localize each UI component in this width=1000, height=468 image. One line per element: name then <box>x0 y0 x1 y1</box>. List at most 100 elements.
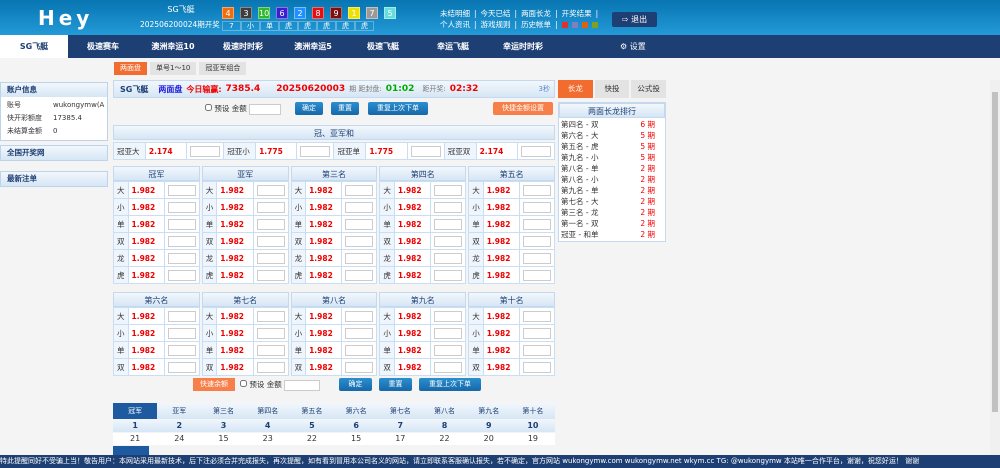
header-link[interactable]: 今天已结 <box>480 9 511 18</box>
bet-row[interactable]: 小 1.982 <box>201 198 289 216</box>
bet-row[interactable]: 小 1.982 <box>201 324 289 342</box>
bet-input[interactable] <box>522 310 551 322</box>
bet-row[interactable]: 大 1.982 <box>290 181 378 199</box>
long-tab[interactable]: 长龙 <box>558 80 593 98</box>
bet-input[interactable] <box>522 327 551 339</box>
bet-input[interactable] <box>167 235 196 247</box>
latest-bets-link[interactable]: 最新注单 <box>1 172 107 186</box>
nav-tab[interactable]: 极速飞艇 <box>367 42 399 51</box>
bet-row[interactable]: 大 1.982 <box>379 307 467 325</box>
bet-input[interactable] <box>167 218 196 230</box>
bet-input[interactable] <box>522 201 551 213</box>
reset-button-bottom[interactable]: 重置 <box>379 378 412 391</box>
header-link[interactable]: 开奖结果 <box>561 9 592 18</box>
confirm-button[interactable]: 确定 <box>295 102 323 115</box>
bet-row[interactable]: 单 1.982 <box>113 341 200 359</box>
nav-tab[interactable]: SG飞艇 <box>0 35 68 58</box>
stats-tab[interactable]: 第十名 <box>522 407 544 415</box>
header-link[interactable]: 两面长龙 <box>521 9 552 18</box>
bet-input[interactable] <box>345 184 374 196</box>
bet-input[interactable] <box>434 201 463 213</box>
nav-tab[interactable]: 极速赛车 <box>87 42 119 51</box>
bet-row[interactable]: 小 1.982 <box>379 324 467 342</box>
bet-input[interactable] <box>410 145 441 157</box>
bet-row[interactable]: 大 1.982 <box>468 181 555 199</box>
scrollbar[interactable] <box>990 80 1000 468</box>
bet-row[interactable]: 虎 1.982 <box>290 266 378 284</box>
bet-row[interactable]: 双 1.982 <box>201 358 289 376</box>
sub-tab[interactable]: 单号1～10 <box>150 62 197 75</box>
sub-tab[interactable]: 两面盘 <box>114 62 147 75</box>
bet-row[interactable]: 双 1.982 <box>468 232 555 250</box>
bet-input[interactable] <box>256 235 285 247</box>
bet-row[interactable]: 大 1.982 <box>379 181 467 199</box>
bet-input[interactable] <box>434 344 463 356</box>
amount-input-bottom[interactable] <box>284 379 321 391</box>
confirm-button-bottom[interactable]: 确定 <box>339 378 372 391</box>
bet-input[interactable] <box>256 252 285 264</box>
bet-row[interactable]: 双 1.982 <box>113 358 200 376</box>
stats-tab[interactable]: 亚军 <box>172 407 187 415</box>
bet-row[interactable]: 大 1.982 <box>290 307 378 325</box>
bet-row[interactable]: 龙 1.982 <box>113 249 200 267</box>
bet-row[interactable]: 大 1.982 <box>201 307 289 325</box>
bet-input[interactable] <box>434 327 463 339</box>
bet-input[interactable] <box>522 252 551 264</box>
bet-row[interactable]: 单 1.982 <box>201 341 289 359</box>
bet-row[interactable]: 单 1.982 <box>290 341 378 359</box>
bet-row[interactable]: 虎 1.982 <box>468 266 555 284</box>
bet-input[interactable] <box>434 361 463 373</box>
bet-row[interactable]: 双 1.982 <box>379 358 467 376</box>
logout-button[interactable]: ⇨ 退出 <box>612 12 657 27</box>
bet-input[interactable] <box>345 344 374 356</box>
bet-input[interactable] <box>167 344 196 356</box>
bet-row[interactable]: 小 1.982 <box>468 324 555 342</box>
bet-row[interactable]: 单 1.982 <box>468 215 555 233</box>
long-tab[interactable]: 快投 <box>594 80 630 98</box>
lottery-net-link[interactable]: 全国开奖网 <box>1 146 107 160</box>
stats-tab[interactable]: 第九名 <box>478 407 500 415</box>
bet-input[interactable] <box>434 310 463 322</box>
header-link[interactable]: 游戏规则 <box>480 20 511 29</box>
bet-row[interactable]: 虎 1.982 <box>201 266 289 284</box>
bet-row[interactable]: 小 1.982 <box>468 198 555 216</box>
bet-row[interactable]: 龙 1.982 <box>379 249 467 267</box>
bet-input[interactable] <box>167 310 196 322</box>
bet-row[interactable]: 双 1.982 <box>379 232 467 250</box>
bet-input[interactable] <box>167 201 196 213</box>
bet-input[interactable] <box>345 235 374 247</box>
bet-input[interactable] <box>345 269 374 281</box>
preset-checkbox[interactable] <box>205 104 212 111</box>
bet-row[interactable]: 大 1.982 <box>468 307 555 325</box>
bet-input[interactable] <box>522 218 551 230</box>
skin-swatch[interactable] <box>571 22 578 28</box>
stats-tab[interactable]: 冠军 <box>113 403 158 419</box>
bet-row[interactable]: 大 1.982 <box>113 181 200 199</box>
bet-row[interactable]: 小 1.982 <box>290 198 378 216</box>
bet-row[interactable]: 双 1.982 <box>201 232 289 250</box>
bet-input[interactable] <box>300 145 331 157</box>
bet-row[interactable]: 小 1.982 <box>113 198 200 216</box>
bet-input[interactable] <box>522 344 551 356</box>
bet-input[interactable] <box>434 218 463 230</box>
skin-swatch[interactable] <box>591 22 598 28</box>
bet-input[interactable] <box>434 252 463 264</box>
bet-input[interactable] <box>434 269 463 281</box>
stats-tab[interactable]: 第三名 <box>213 407 234 415</box>
bet-input[interactable] <box>256 218 285 230</box>
bet-row[interactable]: 单 1.982 <box>379 215 467 233</box>
bet-row[interactable]: 单 1.982 <box>379 341 467 359</box>
bet-input[interactable] <box>167 327 196 339</box>
bet-input[interactable] <box>256 327 285 339</box>
bet-row[interactable]: 虎 1.982 <box>379 266 467 284</box>
bet-input[interactable] <box>256 310 285 322</box>
bet-input[interactable] <box>345 201 374 213</box>
preset-checkbox-bottom[interactable] <box>240 380 247 387</box>
bet-input[interactable] <box>522 361 551 373</box>
repeat-bet-button-bottom[interactable]: 重复上次下单 <box>419 378 481 391</box>
bet-input[interactable] <box>256 344 285 356</box>
nav-tab[interactable]: 幸运时时彩 <box>503 42 543 51</box>
bet-row[interactable]: 龙 1.982 <box>468 249 555 267</box>
reset-button[interactable]: 重置 <box>331 102 359 115</box>
balance-button[interactable]: 快速余额 <box>193 378 235 391</box>
